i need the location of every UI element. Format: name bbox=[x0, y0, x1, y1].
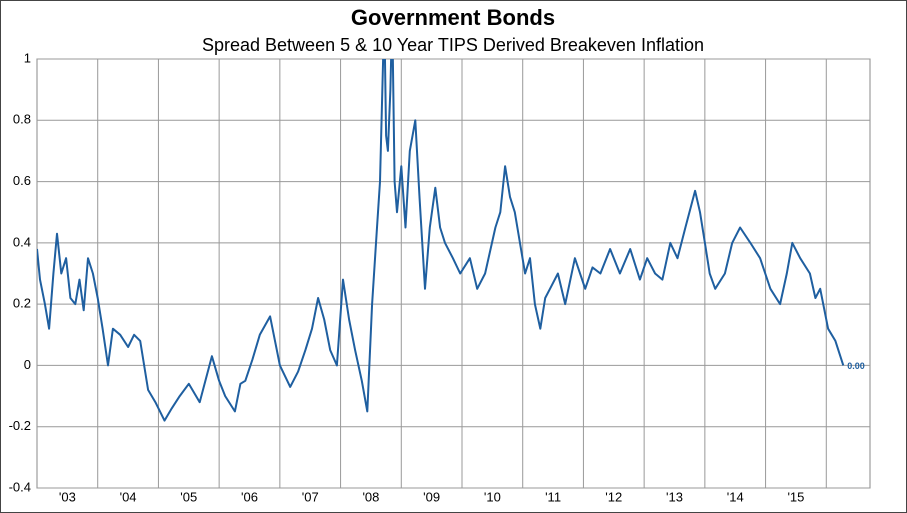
y-tick-label: 0.6 bbox=[13, 173, 31, 188]
x-tick-label: '12 bbox=[605, 489, 622, 504]
end-value-label: 0.00 bbox=[847, 361, 865, 371]
x-tick-label: '15 bbox=[787, 489, 804, 504]
x-tick-label: '06 bbox=[241, 489, 258, 504]
x-tick-label: '07 bbox=[302, 489, 319, 504]
y-tick-label: 0.8 bbox=[13, 112, 31, 127]
y-tick-label: 0.2 bbox=[13, 296, 31, 311]
data-line bbox=[37, 59, 845, 422]
x-tick-label: '09 bbox=[423, 489, 440, 504]
chart-title: Government Bonds bbox=[351, 5, 555, 30]
x-tick-label: '13 bbox=[666, 489, 683, 504]
x-tick-label: '04 bbox=[120, 489, 137, 504]
x-tick-label: '03 bbox=[59, 489, 76, 504]
y-tick-label: 1 bbox=[24, 50, 31, 65]
y-tick-label: -0.2 bbox=[9, 418, 31, 433]
y-tick-label: 0.4 bbox=[13, 234, 31, 249]
x-tick-label: '11 bbox=[545, 489, 561, 504]
y-tick-label: -0.4 bbox=[9, 479, 31, 494]
y-tick-label: 0 bbox=[24, 357, 31, 372]
x-tick-label: '08 bbox=[362, 489, 379, 504]
x-tick-label: '14 bbox=[727, 489, 744, 504]
chart-subtitle: Spread Between 5 & 10 Year TIPS Derived … bbox=[202, 35, 704, 55]
plot-clip bbox=[37, 59, 845, 422]
x-tick-label: '05 bbox=[180, 489, 197, 504]
x-tick-label: '10 bbox=[484, 489, 501, 504]
